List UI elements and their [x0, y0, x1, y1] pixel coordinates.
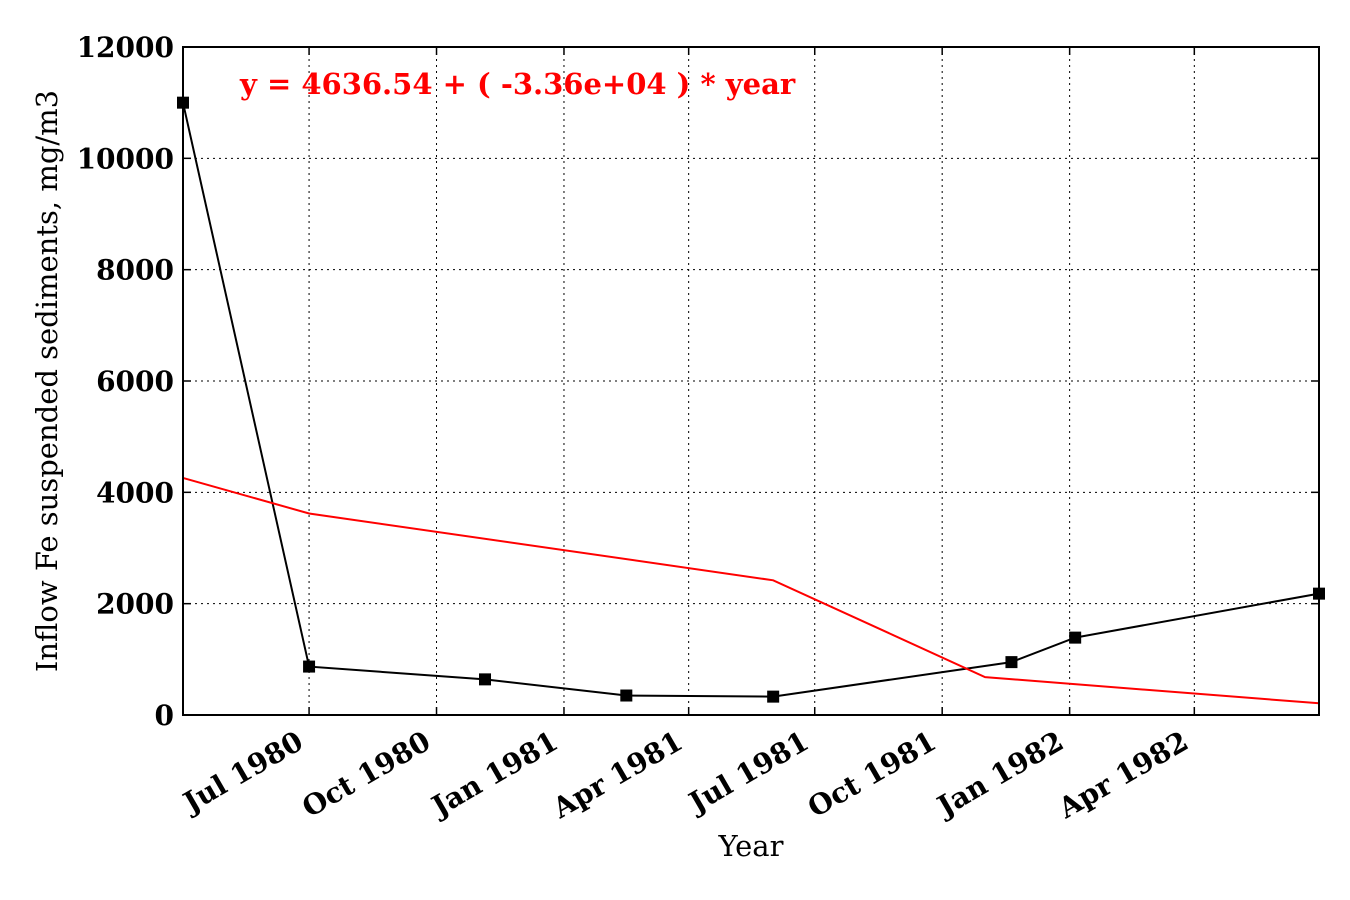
- x-tick-label: Oct 1980: [296, 724, 436, 824]
- y-tick-label: 6000: [96, 365, 174, 398]
- x-tick-label: Jul 1980: [175, 724, 308, 820]
- series-line-1: [182, 102, 1320, 698]
- data-point-marker: [1069, 631, 1082, 644]
- data-point-marker: [479, 673, 492, 686]
- x-axis-label: Year: [718, 829, 784, 863]
- data-point-marker: [767, 690, 780, 703]
- y-tick-label: 10000: [77, 142, 174, 175]
- y-tick-label: 4000: [96, 476, 174, 509]
- x-tick-label: Jul 1981: [681, 724, 814, 820]
- plot-area-frame: [182, 46, 1320, 716]
- x-tick-label: Jan 1982: [929, 724, 1069, 824]
- regression-equation-annotation: y = 4636.54 + ( -3.36e+04 ) * year: [239, 67, 796, 101]
- grid-lines: [183, 47, 1319, 715]
- y-tick-label: 0: [155, 699, 174, 732]
- data-point-marker: [620, 689, 633, 702]
- x-tick-label: Oct 1981: [802, 724, 942, 824]
- x-tick-label: Apr 1982: [1052, 724, 1194, 825]
- y-tick-label: 8000: [96, 254, 174, 287]
- y-axis-label: Inflow Fe suspended sediments, mg/m3: [30, 90, 64, 672]
- x-tick-label: Jan 1981: [424, 724, 564, 824]
- data-series: [177, 96, 1325, 705]
- series-line-2: [182, 476, 1320, 705]
- data-point-marker: [303, 660, 316, 673]
- data-point-marker: [1005, 656, 1018, 669]
- x-tick-label: Apr 1981: [546, 724, 688, 825]
- y-tick-label: 2000: [96, 588, 174, 621]
- y-tick-label: 12000: [77, 31, 174, 64]
